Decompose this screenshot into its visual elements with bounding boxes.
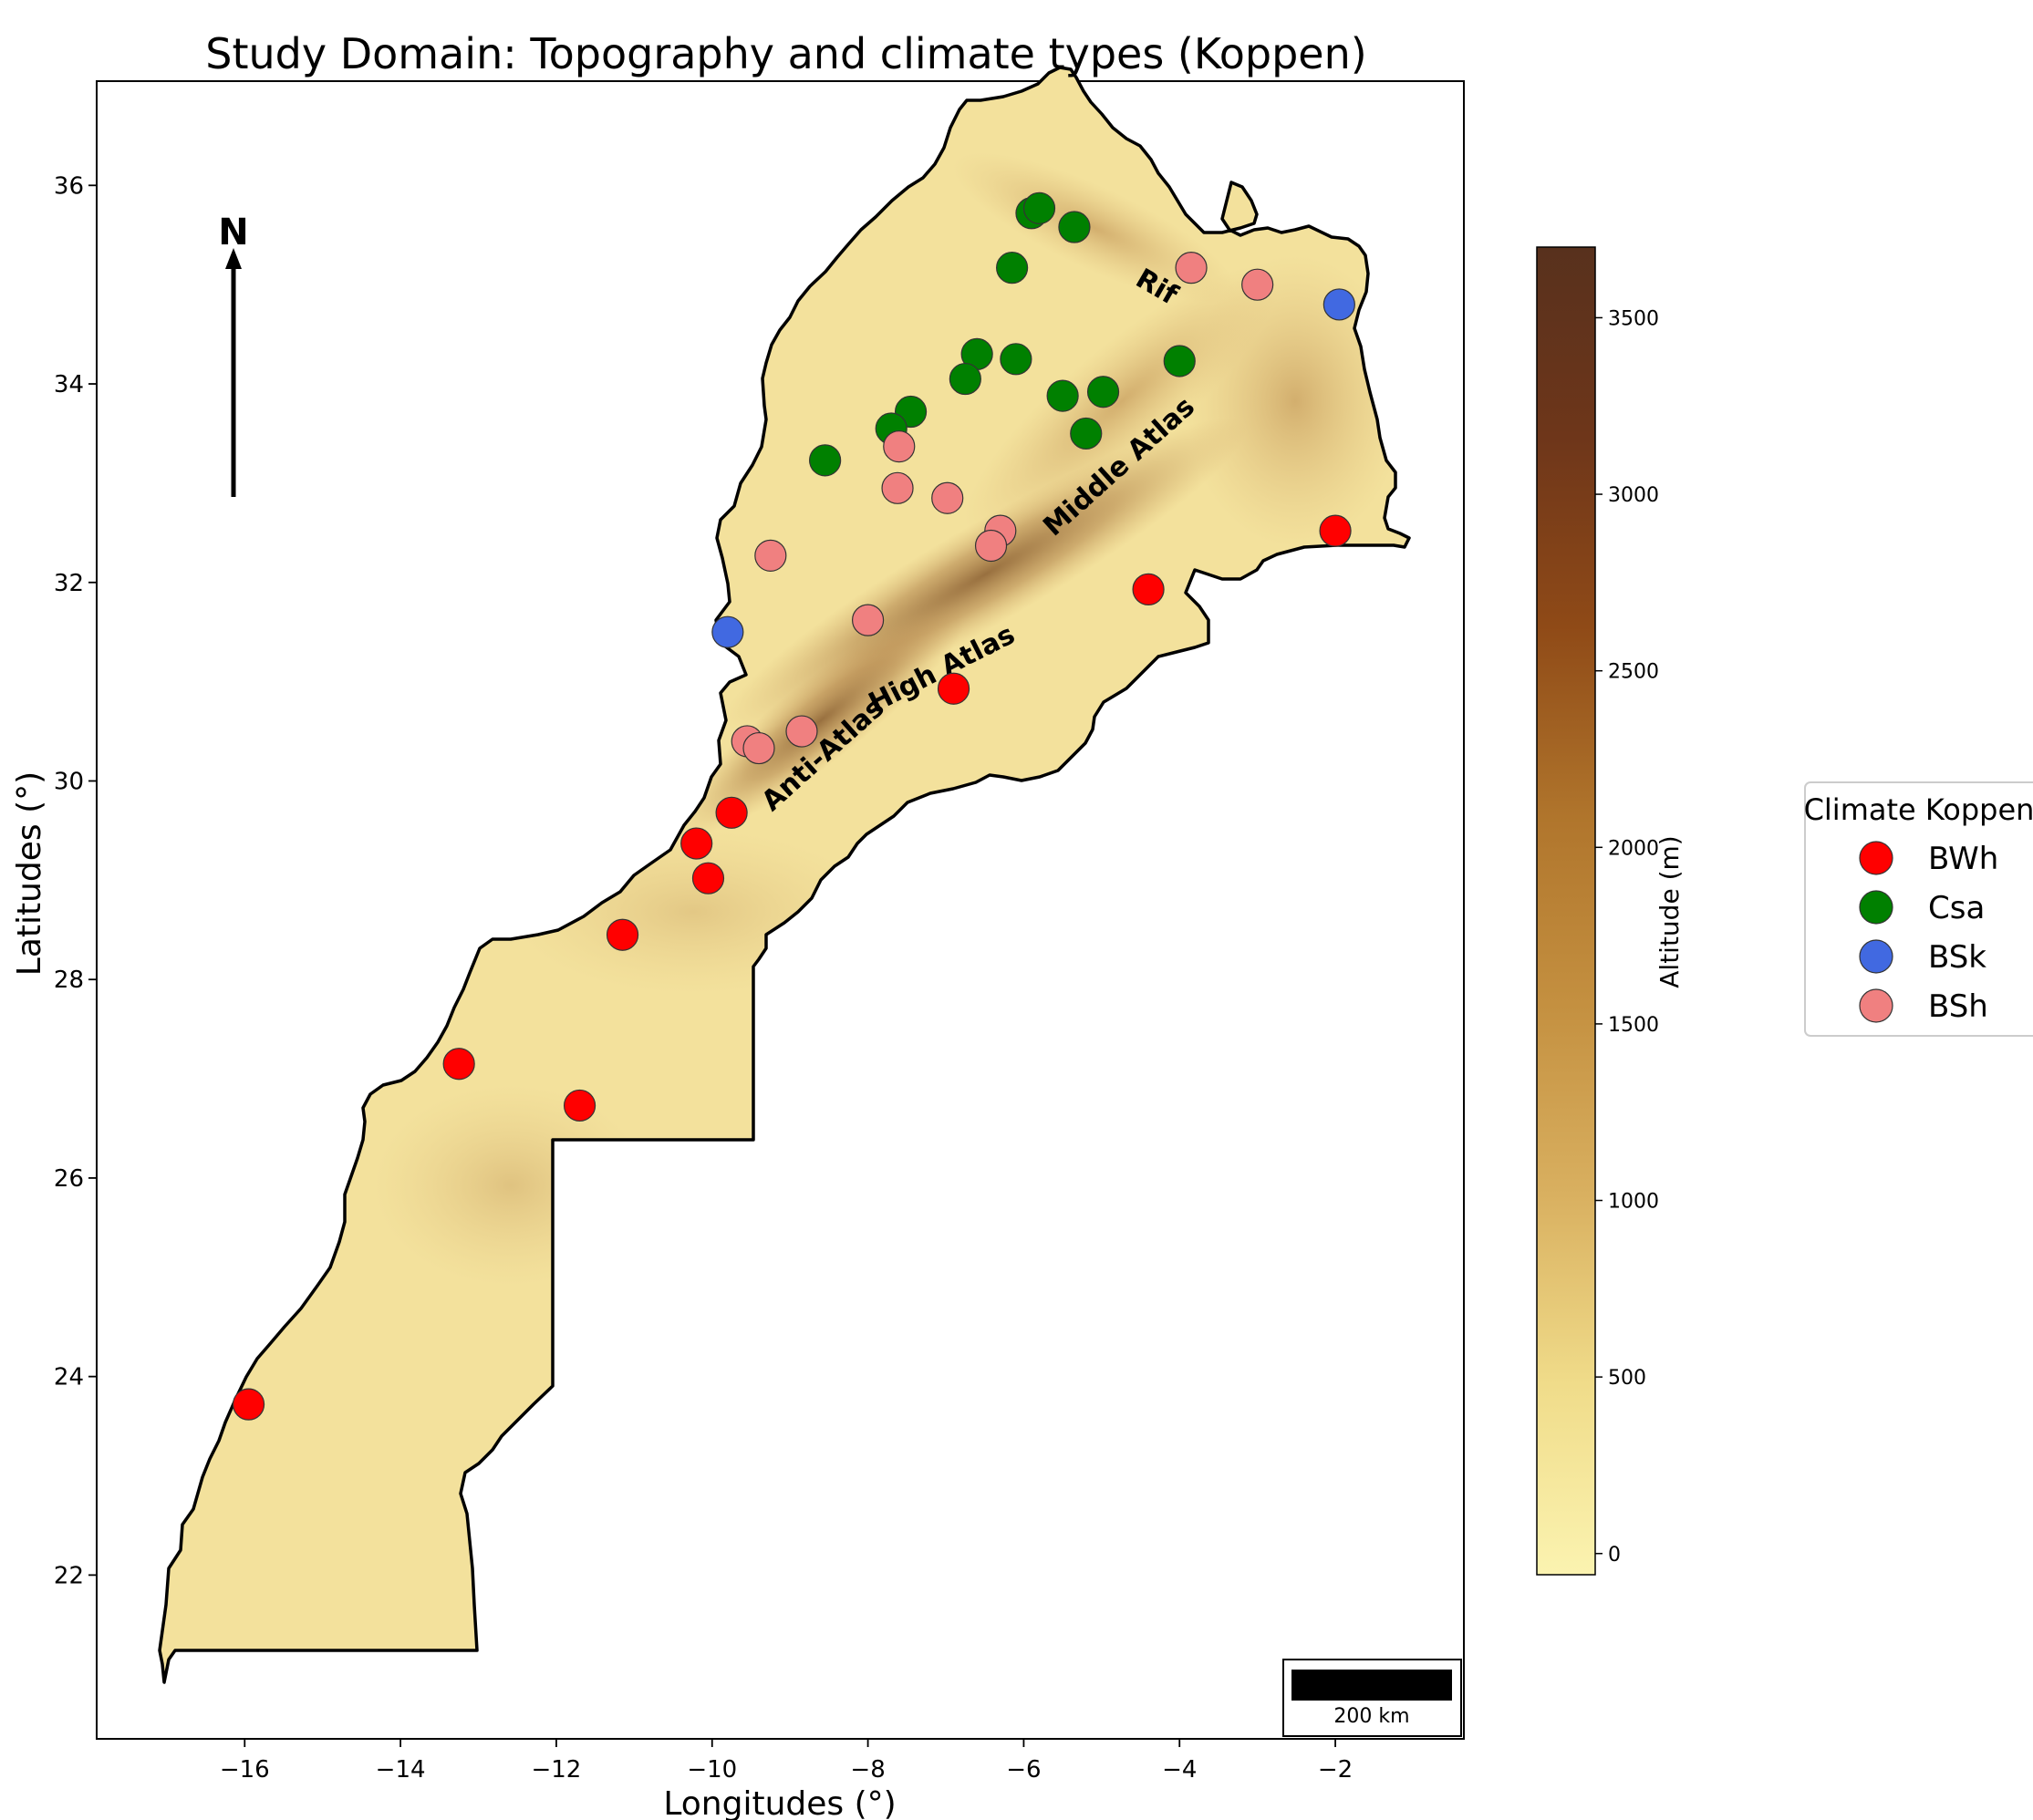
x-tick-label: −16 <box>220 1756 270 1784</box>
legend-label: BSh <box>1928 988 1988 1025</box>
y-tick-label: 36 <box>54 172 84 200</box>
north-arrow-icon: N <box>218 212 249 497</box>
station-marker-bsh <box>1175 252 1208 284</box>
legend-label: BWh <box>1928 841 1998 877</box>
station-marker-bwh <box>680 827 713 860</box>
y-tick-label: 32 <box>54 570 84 597</box>
y-tick-label: 24 <box>54 1364 84 1391</box>
station-marker-bsk <box>1322 288 1355 321</box>
anti-atlas-relief <box>674 603 968 838</box>
station-marker-bsh <box>754 539 787 572</box>
station-marker-csa <box>1046 379 1079 412</box>
y-axis-ticks: 22 24 26 28 30 32 34 36 <box>54 172 97 1589</box>
colorbar-tick-label: 2000 <box>1608 837 1659 860</box>
station-marker-csa <box>1022 191 1056 224</box>
colorbar-tick-label: 3000 <box>1608 484 1659 507</box>
x-tick-label: −12 <box>531 1756 581 1784</box>
x-axis-title: Longitudes (°) <box>663 1785 896 1820</box>
station-marker-bwh <box>606 918 639 951</box>
x-tick-label: −14 <box>376 1756 426 1784</box>
legend-entries: BWh Csa BSk BSh <box>1859 841 1998 1025</box>
colorbar-tick-label: 1000 <box>1608 1191 1659 1214</box>
station-marker-bsh <box>785 715 818 748</box>
x-axis-ticks: −16 −14 −12 −10 −8 −6 −4 −2 <box>220 1739 1353 1784</box>
y-tick-label: 26 <box>54 1165 84 1193</box>
station-marker-csa <box>1058 211 1091 243</box>
station-marker-bsk <box>711 615 744 648</box>
station-marker-csa <box>809 444 842 477</box>
station-marker-csa <box>1163 345 1196 377</box>
y-tick-label: 34 <box>54 371 84 398</box>
station-marker-bwh <box>563 1089 596 1122</box>
scale-bar-fill <box>1291 1670 1452 1701</box>
station-marker-bsh <box>851 604 885 636</box>
station-marker-bwh <box>232 1388 265 1421</box>
station-marker-csa <box>949 362 981 396</box>
station-marker-bwh <box>715 796 748 829</box>
station-marker-csa <box>1086 376 1120 408</box>
station-marker-bsh <box>883 430 916 463</box>
station-marker-bsh <box>881 471 914 504</box>
y-axis-title: Latitudes (°) <box>11 771 48 976</box>
legend-marker <box>1859 939 1893 974</box>
eastern-plateau-relief <box>1186 255 1405 547</box>
station-marker-bwh <box>1319 514 1352 547</box>
colorbar-tick-label: 3500 <box>1608 307 1659 330</box>
scale-bar-label: 200 km <box>1333 1705 1409 1728</box>
rif-relief <box>952 152 1237 304</box>
station-marker-bwh <box>442 1048 475 1081</box>
scale-bar: 200 km <box>1282 1659 1462 1737</box>
legend-label: BSk <box>1928 939 1986 976</box>
station-marker-bsh <box>742 731 775 765</box>
chart-title: Study Domain: Topography and climate typ… <box>205 29 1366 78</box>
legend-marker <box>1859 988 1893 1023</box>
colorbar-tick-label: 2500 <box>1608 661 1659 684</box>
station-marker-bwh <box>691 862 725 894</box>
station-marker-csa <box>1070 417 1103 450</box>
station-marker-bsh <box>931 481 964 514</box>
station-marker-csa <box>996 252 1029 284</box>
y-tick-label: 28 <box>54 967 84 994</box>
x-tick-label: −8 <box>850 1756 885 1784</box>
x-tick-label: −4 <box>1162 1756 1197 1784</box>
legend-title: Climate Koppen <box>1804 792 2033 827</box>
station-marker-bwh <box>1132 573 1165 605</box>
y-tick-label: 30 <box>54 768 84 795</box>
country-border <box>158 66 1411 1684</box>
colorbar-tick-label: 1500 <box>1608 1014 1659 1037</box>
station-marker-bwh <box>937 672 970 705</box>
colorbar-tick-label: 500 <box>1608 1367 1646 1390</box>
y-tick-label: 22 <box>54 1562 84 1589</box>
x-tick-label: −6 <box>1006 1756 1041 1784</box>
station-marker-bsh <box>974 529 1008 563</box>
colorbar-gradient <box>1536 246 1596 1576</box>
legend-marker <box>1859 890 1893 925</box>
colorbar-title: Altitude (m) <box>1654 835 1685 988</box>
legend-marker <box>1859 841 1893 875</box>
legend: Climate Koppen BWh Csa BSk BSh <box>1804 781 2033 1037</box>
legend-box <box>1804 781 2033 1037</box>
colorbar: 0 500 1000 1500 2000 2500 3000 3500 Altitude (m… <box>1536 246 1685 1576</box>
x-tick-label: −2 <box>1318 1756 1353 1784</box>
colorbar-ticks: 0 500 1000 1500 2000 2500 3000 3500 <box>1595 307 1659 1567</box>
x-tick-label: −10 <box>687 1756 737 1784</box>
colorbar-tick-label: 0 <box>1608 1544 1621 1567</box>
station-markers <box>232 191 1355 1421</box>
legend-label: Csa <box>1928 890 1985 926</box>
station-marker-bsh <box>1241 268 1274 301</box>
north-label: N <box>218 212 248 253</box>
station-marker-csa <box>1000 343 1032 376</box>
